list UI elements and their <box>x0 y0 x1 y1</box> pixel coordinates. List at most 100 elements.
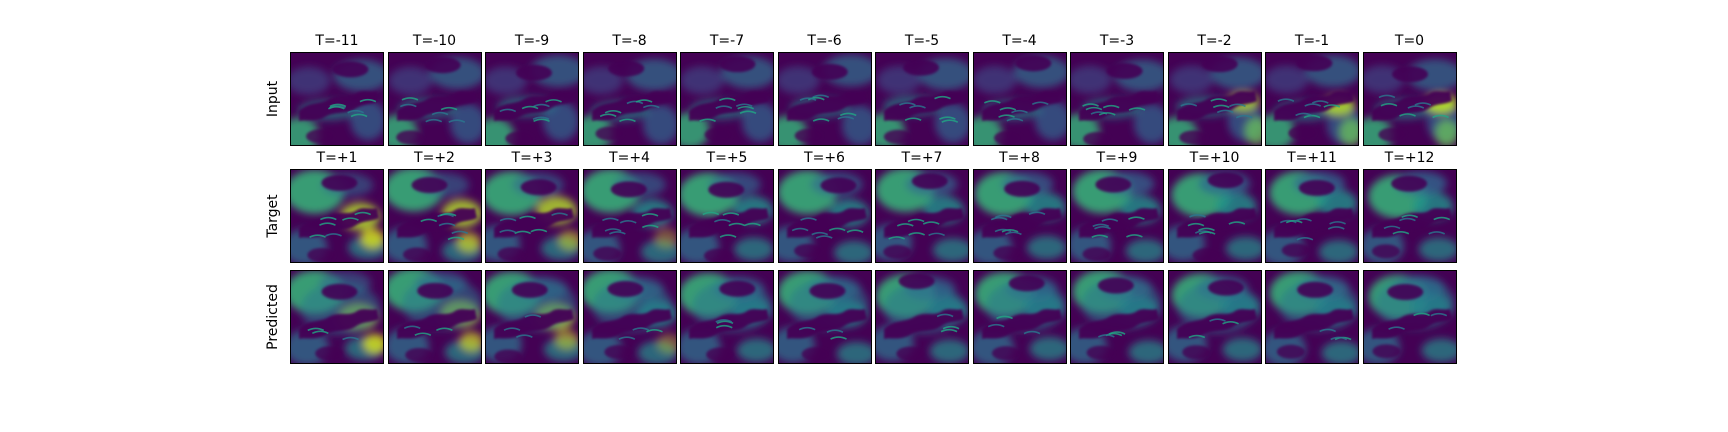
panel-title: T=-6 <box>807 33 842 49</box>
panel-predicted-9 <box>1070 270 1164 364</box>
panel-predicted-1 <box>290 270 384 364</box>
panel-predicted-2 <box>387 270 482 364</box>
row-label-predicted: Predicted <box>265 284 281 350</box>
panel-title: T=+11 <box>1287 150 1337 166</box>
field-image <box>681 53 773 145</box>
panel-title: T=-10 <box>412 33 457 49</box>
panel-title: T=0 <box>1394 33 1425 49</box>
panel-title: T=+1 <box>316 150 358 166</box>
field-image <box>876 170 968 262</box>
panel-target-10 <box>1167 169 1262 263</box>
field-image <box>681 271 773 363</box>
field-image <box>583 53 676 145</box>
panel-input-11 <box>1265 52 1359 146</box>
panel-input-7 <box>875 52 969 146</box>
panel-input-2 <box>387 52 482 146</box>
panel-target-7 <box>875 169 969 263</box>
panel-predicted-7 <box>875 270 969 364</box>
panel-title: T=+4 <box>609 150 650 166</box>
panel-title: T=-9 <box>514 33 550 49</box>
panel-title: T=+9 <box>1096 150 1138 166</box>
field-image <box>291 271 383 363</box>
panel-predicted-8 <box>972 270 1067 364</box>
field-image <box>486 170 578 262</box>
panel-predicted-4 <box>582 270 677 364</box>
field-image <box>778 271 871 363</box>
panel-title: T=+7 <box>901 150 943 166</box>
panel-title: T=-11 <box>315 33 359 49</box>
field-image <box>583 271 676 363</box>
panel-title: T=+5 <box>706 150 748 166</box>
field-image <box>876 53 968 145</box>
field-image <box>681 170 773 262</box>
field-image <box>291 53 383 145</box>
panel-title: T=+12 <box>1384 150 1435 166</box>
panel-title: T=+2 <box>414 150 455 166</box>
panel-title: T=+8 <box>999 150 1040 166</box>
field-image <box>583 170 676 262</box>
panel-target-11 <box>1265 169 1359 263</box>
field-image <box>388 271 481 363</box>
field-image <box>1266 53 1358 145</box>
panel-target-9 <box>1070 169 1164 263</box>
panel-input-4 <box>582 52 677 146</box>
panel-predicted-6 <box>777 270 872 364</box>
field-image <box>1071 271 1163 363</box>
panel-title: T=-8 <box>612 33 647 49</box>
field-image <box>778 53 871 145</box>
row-label-target: Target <box>265 194 281 238</box>
panel-input-3 <box>485 52 579 146</box>
field-image <box>1168 271 1261 363</box>
panel-title: T=-3 <box>1099 33 1135 49</box>
panel-target-12 <box>1362 169 1457 263</box>
field-image <box>291 170 383 262</box>
field-image <box>1266 271 1358 363</box>
field-image <box>1266 170 1358 262</box>
field-image <box>876 271 968 363</box>
panel-target-6 <box>777 169 872 263</box>
panel-predicted-10 <box>1167 270 1262 364</box>
field-image <box>486 53 578 145</box>
panel-target-4 <box>582 169 677 263</box>
panel-title: T=-1 <box>1294 33 1330 49</box>
field-image <box>973 271 1066 363</box>
field-image <box>1363 170 1456 262</box>
panel-title: T=-2 <box>1197 33 1232 49</box>
panel-input-1 <box>290 52 384 146</box>
row-label-input: Input <box>265 80 281 118</box>
panel-input-8 <box>972 52 1067 146</box>
panel-input-10 <box>1167 52 1262 146</box>
panel-input-12 <box>1362 52 1457 146</box>
field-image <box>1363 271 1456 363</box>
field-image <box>1168 53 1261 145</box>
field-image <box>1071 53 1163 145</box>
panel-target-1 <box>290 169 384 263</box>
field-image <box>973 170 1066 262</box>
panel-input-9 <box>1070 52 1164 146</box>
field-image <box>388 53 481 145</box>
panel-title: T=-7 <box>709 33 745 49</box>
field-image <box>1363 53 1456 145</box>
panel-target-3 <box>485 169 579 263</box>
panel-input-6 <box>777 52 872 146</box>
panel-target-5 <box>680 169 774 263</box>
panel-predicted-11 <box>1265 270 1359 364</box>
field-image <box>486 271 578 363</box>
panel-title: T=+6 <box>804 150 845 166</box>
panel-predicted-5 <box>680 270 774 364</box>
field-image <box>973 53 1066 145</box>
field-image <box>1071 170 1163 262</box>
panel-title: T=+10 <box>1189 150 1240 166</box>
panel-input-5 <box>680 52 774 146</box>
field-image <box>388 170 481 262</box>
panel-predicted-3 <box>485 270 579 364</box>
panel-target-8 <box>972 169 1067 263</box>
panel-target-2 <box>387 169 482 263</box>
panel-title: T=-4 <box>1002 33 1037 49</box>
field-image <box>778 170 871 262</box>
panel-predicted-12 <box>1362 270 1457 364</box>
field-image <box>1168 170 1261 262</box>
panel-title: T=+3 <box>511 150 553 166</box>
panel-title: T=-5 <box>904 33 940 49</box>
